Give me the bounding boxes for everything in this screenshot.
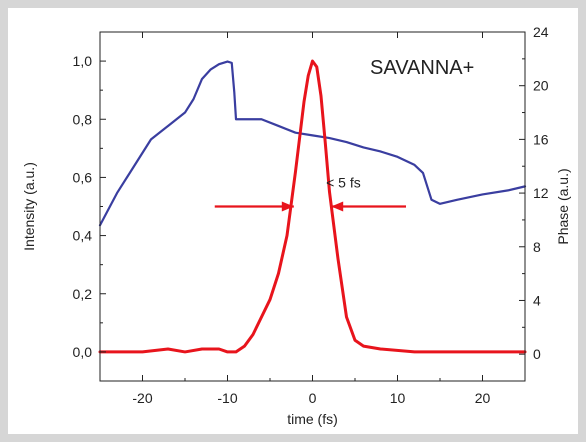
annotation-layer bbox=[214, 201, 406, 212]
y-right-tick-label: 20 bbox=[533, 78, 549, 94]
pulse-width-annotation: < 5 fs bbox=[326, 175, 361, 191]
y-left-tick-label: 1,0 bbox=[73, 53, 93, 69]
plot-background bbox=[100, 32, 525, 381]
dual-axis-line-chart: -20 -10 0 10 20 0,0 0,2 0,4 0,6 0,8 1,0 0 4 8 12 16 20 24… bbox=[21, 24, 571, 427]
phase-series-line bbox=[98, 60, 527, 227]
x-axis-label: time (fs) bbox=[287, 411, 338, 427]
y-right-tick-label: 24 bbox=[533, 24, 549, 40]
y-axis-left-label: Intensity (a.u.) bbox=[21, 162, 37, 251]
fwhm-arrow-left-head bbox=[281, 201, 294, 212]
chart-annotation-title: SAVANNA+ bbox=[370, 57, 474, 79]
plot-area bbox=[100, 32, 525, 381]
y-right-tick-label: 16 bbox=[533, 131, 549, 147]
x-tick-label: -10 bbox=[217, 390, 237, 406]
x-tick-label: 10 bbox=[390, 390, 406, 406]
y-right-tick-label: 12 bbox=[533, 185, 549, 201]
x-tick-label: 20 bbox=[475, 390, 491, 406]
y-right-tick-label: 4 bbox=[533, 292, 541, 308]
axes-layer: -20 -10 0 10 20 0,0 0,2 0,4 0,6 0,8 1,0 0 4 8 12 16 20 24 bbox=[73, 24, 549, 406]
chart-panel: -20 -10 0 10 20 0,0 0,2 0,4 0,6 0,8 1,0 0 4 8 12 16 20 24… bbox=[8, 8, 578, 434]
y-left-tick-label: 0,2 bbox=[73, 286, 93, 302]
x-tick-label: -20 bbox=[132, 390, 152, 406]
fwhm-arrow-right-head bbox=[331, 201, 344, 212]
x-tick-label: 0 bbox=[309, 390, 317, 406]
y-axis-right-label: Phase (a.u.) bbox=[555, 168, 571, 244]
y-right-tick-label: 8 bbox=[533, 239, 541, 255]
y-left-tick-label: 0,6 bbox=[73, 169, 93, 185]
series-layer bbox=[98, 59, 527, 354]
y-left-tick-label: 0,4 bbox=[73, 228, 93, 244]
intensity-series-line bbox=[98, 59, 527, 354]
y-left-tick-label: 0,0 bbox=[73, 344, 93, 360]
y-left-tick-label: 0,8 bbox=[73, 111, 93, 127]
y-right-tick-label: 0 bbox=[533, 346, 541, 362]
